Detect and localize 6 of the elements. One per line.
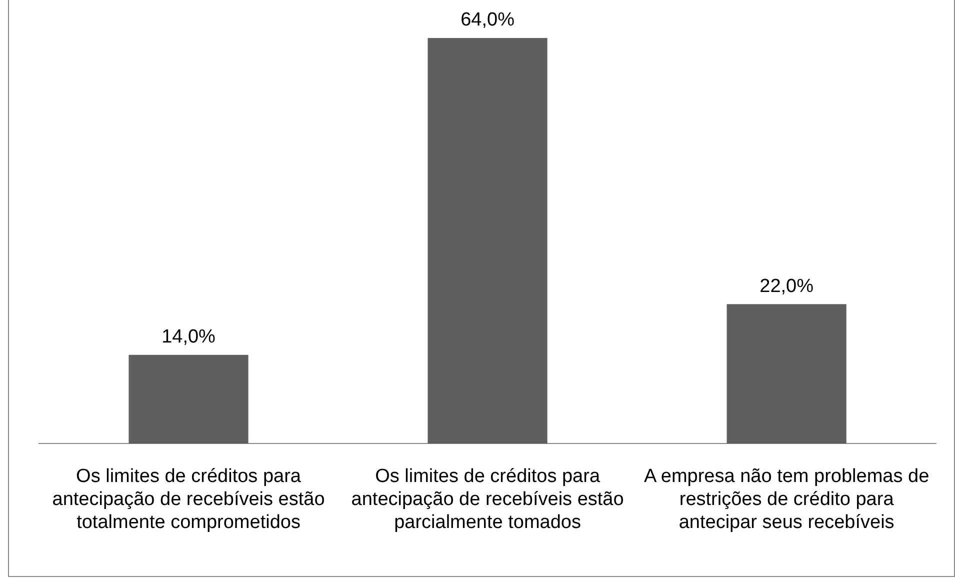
data-label: 14,0% xyxy=(162,326,216,348)
x-tick-label: A empresa não tem problemas de restrições de crédito para antecipar seus recebíveis xyxy=(644,466,930,533)
data-label: 22,0% xyxy=(760,276,814,297)
data-label: 64,0% xyxy=(460,10,515,31)
x-tick-label: Os limites de créditos para antecipação de recebíveis estão totalmente comprometidos xyxy=(52,466,325,533)
x-tick-label: Os limites de créditos para antecipação de recebíveis estão parcialmente tomados xyxy=(351,466,624,533)
